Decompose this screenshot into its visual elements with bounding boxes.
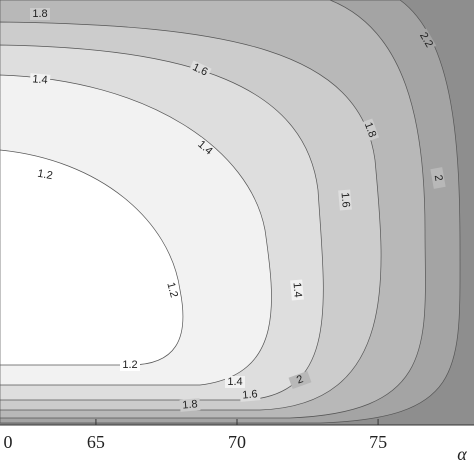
label-backdrop bbox=[288, 370, 312, 390]
label-backdrop bbox=[430, 167, 446, 189]
contour-label: 1.8 bbox=[362, 121, 379, 139]
label-backdrop bbox=[188, 60, 212, 80]
label-backdrop bbox=[179, 398, 201, 412]
label-backdrop bbox=[34, 167, 56, 183]
contour-label: 1.8 bbox=[32, 8, 47, 20]
label-backdrop bbox=[193, 136, 217, 160]
contour-label: 1.6 bbox=[338, 192, 351, 208]
contour-label: 1.2 bbox=[122, 359, 137, 371]
contour-label: 1.2 bbox=[164, 281, 180, 299]
label-backdrop bbox=[338, 189, 352, 211]
contour-label: 1.4 bbox=[290, 282, 303, 298]
label-backdrop bbox=[225, 376, 245, 388]
x-tick-label: 65 bbox=[87, 432, 105, 452]
label-backdrop bbox=[415, 28, 437, 52]
x-axis-label: α bbox=[457, 444, 467, 464]
contour-label: 1.6 bbox=[242, 388, 258, 401]
contour-label: 1.6 bbox=[191, 61, 210, 78]
contour-label: 1.2 bbox=[36, 168, 53, 182]
contour-label: 2 bbox=[432, 174, 445, 182]
label-backdrop bbox=[239, 388, 261, 402]
label-backdrop bbox=[29, 73, 51, 87]
contour-labels: 2.2221.81.81.81.61.61.61.41.41.41.41.21.… bbox=[29, 8, 446, 412]
x-tick-label: 75 bbox=[369, 432, 387, 452]
label-backdrop bbox=[360, 118, 380, 142]
x-tick-label: 70 bbox=[228, 432, 246, 452]
contour-label: 1.4 bbox=[227, 376, 242, 388]
label-backdrop bbox=[163, 278, 181, 302]
contour-label: 1.4 bbox=[32, 73, 48, 86]
contour-regions bbox=[0, 0, 474, 425]
contour-label: 2 bbox=[295, 373, 305, 386]
contour-label: 1.8 bbox=[182, 398, 198, 411]
label-backdrop bbox=[290, 279, 304, 301]
label-backdrop bbox=[30, 8, 50, 20]
contour-level bbox=[0, 149, 184, 366]
label-backdrop bbox=[120, 359, 140, 371]
x-tick-label: 0 bbox=[4, 432, 13, 452]
